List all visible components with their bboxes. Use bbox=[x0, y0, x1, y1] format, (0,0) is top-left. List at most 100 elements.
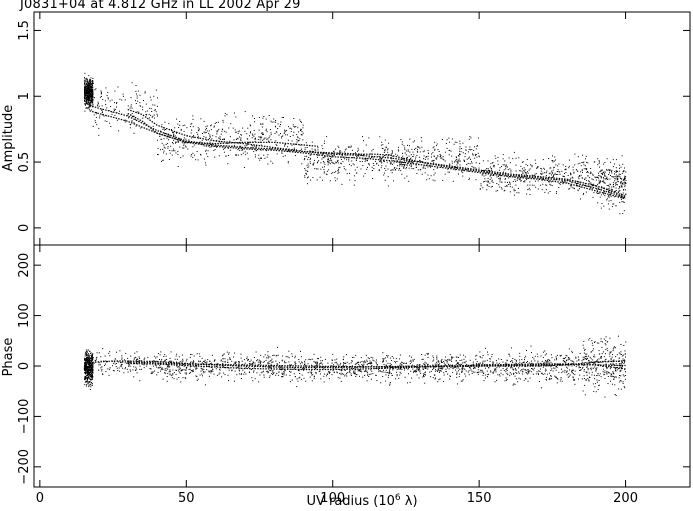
data-point bbox=[203, 368, 205, 370]
data-point bbox=[313, 353, 315, 355]
data-point bbox=[90, 89, 92, 91]
data-point bbox=[504, 380, 506, 382]
data-point bbox=[91, 377, 93, 379]
data-point bbox=[410, 161, 412, 162]
data-point bbox=[612, 203, 614, 205]
data-point bbox=[105, 363, 106, 365]
data-point bbox=[240, 134, 242, 136]
data-point bbox=[592, 350, 594, 352]
data-point bbox=[564, 362, 566, 364]
data-point bbox=[606, 198, 608, 200]
data-point bbox=[297, 137, 299, 139]
data-point bbox=[323, 157, 325, 158]
data-point bbox=[304, 158, 306, 160]
data-point bbox=[272, 365, 274, 367]
data-point bbox=[590, 171, 592, 173]
data-point bbox=[85, 359, 87, 361]
data-point bbox=[432, 179, 434, 181]
data-point bbox=[437, 369, 439, 371]
data-point bbox=[564, 371, 566, 373]
data-point bbox=[192, 152, 194, 154]
data-point bbox=[481, 369, 483, 371]
data-point bbox=[124, 359, 125, 361]
data-point bbox=[492, 174, 494, 176]
data-point bbox=[507, 166, 508, 168]
data-point bbox=[465, 149, 467, 151]
data-point bbox=[560, 364, 562, 366]
data-point bbox=[432, 369, 434, 371]
data-point bbox=[373, 360, 375, 362]
data-point bbox=[455, 366, 457, 368]
data-point bbox=[267, 372, 269, 374]
data-point bbox=[619, 174, 621, 175]
data-point bbox=[461, 371, 463, 373]
data-point bbox=[303, 377, 305, 379]
data-point bbox=[228, 352, 230, 354]
data-point bbox=[416, 364, 418, 366]
data-point bbox=[172, 361, 174, 363]
data-point bbox=[258, 363, 260, 365]
data-point bbox=[213, 125, 215, 127]
data-point bbox=[155, 357, 157, 359]
data-point bbox=[173, 378, 175, 380]
data-point bbox=[614, 364, 616, 366]
data-point bbox=[99, 364, 101, 366]
data-point bbox=[515, 360, 517, 362]
data-point bbox=[90, 375, 92, 377]
data-point bbox=[371, 150, 373, 152]
data-point bbox=[323, 142, 325, 144]
data-point bbox=[327, 162, 329, 164]
data-point bbox=[326, 374, 328, 375]
data-point bbox=[404, 152, 406, 154]
data-point bbox=[624, 178, 626, 180]
data-point bbox=[545, 369, 547, 371]
data-point bbox=[93, 114, 95, 116]
data-point bbox=[88, 366, 90, 368]
data-point bbox=[591, 178, 593, 180]
data-point bbox=[380, 144, 382, 146]
data-point bbox=[585, 358, 586, 360]
data-point bbox=[155, 364, 157, 366]
data-point bbox=[554, 156, 556, 158]
data-point bbox=[560, 354, 562, 356]
data-point bbox=[84, 368, 86, 370]
data-point bbox=[369, 164, 370, 166]
data-point bbox=[190, 155, 192, 157]
data-point bbox=[455, 363, 457, 365]
data-point bbox=[625, 183, 627, 185]
data-point bbox=[88, 376, 90, 378]
data-point bbox=[229, 140, 231, 142]
data-point bbox=[568, 358, 570, 360]
data-point bbox=[509, 372, 511, 374]
data-point bbox=[301, 134, 303, 136]
data-point bbox=[358, 155, 360, 157]
data-point bbox=[390, 364, 392, 366]
data-point bbox=[489, 175, 491, 177]
data-point bbox=[150, 372, 152, 374]
data-point bbox=[516, 192, 518, 194]
data-point bbox=[392, 368, 394, 370]
data-point bbox=[240, 138, 242, 140]
data-point bbox=[531, 184, 533, 186]
data-point bbox=[603, 205, 605, 207]
data-point bbox=[607, 169, 609, 171]
data-point bbox=[315, 372, 317, 374]
data-point bbox=[432, 364, 434, 366]
data-point bbox=[231, 370, 233, 372]
data-point bbox=[472, 153, 473, 155]
data-point bbox=[95, 112, 97, 113]
data-point bbox=[327, 161, 328, 163]
data-point bbox=[122, 93, 124, 95]
data-point bbox=[452, 371, 454, 373]
data-point bbox=[384, 357, 386, 359]
data-point bbox=[93, 82, 94, 84]
data-point bbox=[597, 193, 599, 194]
data-point bbox=[84, 379, 86, 381]
data-point bbox=[542, 183, 544, 185]
data-point bbox=[510, 176, 512, 178]
data-point bbox=[172, 132, 174, 134]
data-point bbox=[552, 155, 553, 157]
data-point bbox=[89, 98, 91, 100]
data-point bbox=[89, 361, 90, 362]
data-point bbox=[110, 126, 112, 127]
